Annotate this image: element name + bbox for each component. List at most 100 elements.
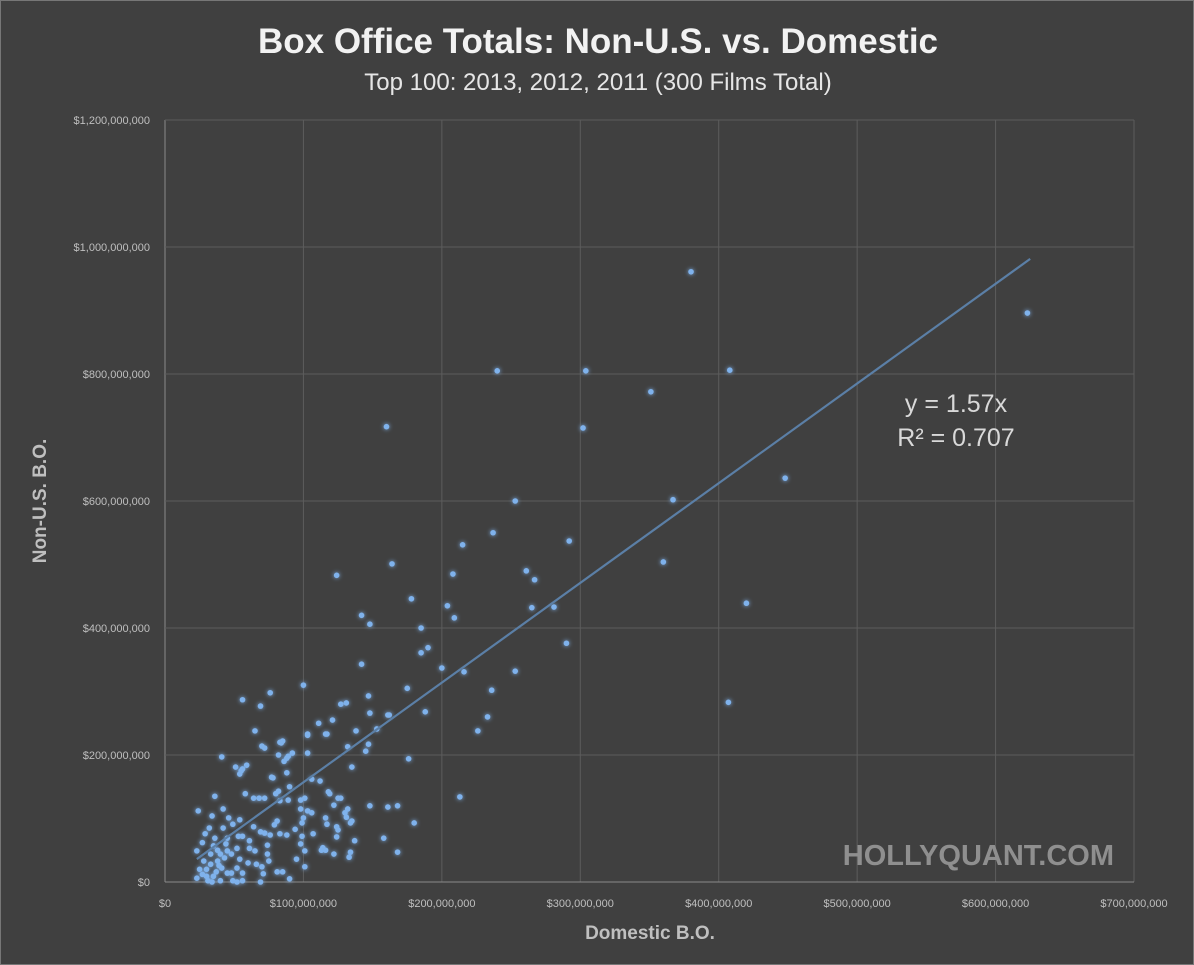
data-point [335,795,341,801]
data-point [200,858,207,864]
data-point [310,830,316,837]
data-point [239,877,246,884]
data-point [475,728,481,734]
data-point [207,851,214,857]
data-point [243,762,250,768]
x-axis-title: Domestic B.O. [585,923,715,944]
y-axis-title: Non-U.S. B.O. [30,439,51,564]
data-point [218,754,225,760]
y-tick-label: $0 [138,877,150,889]
data-point [293,856,300,862]
data-point [223,841,229,847]
data-point [324,821,330,828]
data-point [529,604,535,611]
trendline-r-squared: R² = 0.707 [897,424,1014,452]
data-point [277,830,283,837]
data-point [782,475,788,481]
data-point [279,869,286,875]
data-point [743,600,750,607]
data-point [234,845,240,852]
data-point [292,826,298,833]
trendline-equation: y = 1.57x [905,390,1008,418]
data-point [250,823,257,830]
data-point [275,752,282,758]
data-point [239,870,246,876]
data-point [367,710,373,716]
data-point [217,851,224,857]
data-point [214,858,221,864]
data-point [230,821,236,828]
data-point [512,668,519,674]
x-tick-label: $300,000,000 [547,898,614,910]
chart-title: Box Office Totals: Non-U.S. vs. Domestic [258,22,938,61]
y-axis-ticks: $0 $200,000,000 $400,000,000 $600,000,000 $8… [74,115,150,889]
data-point [232,764,239,770]
data-point [259,863,265,870]
data-point [418,649,424,656]
data-point [563,640,570,647]
x-tick-label: $400,000,000 [685,898,752,910]
data-point [304,732,311,739]
data-point [256,795,262,801]
data-point [275,788,282,794]
data-point [444,602,451,609]
data-point [343,700,350,706]
data-point [358,661,365,667]
data-point [216,862,222,869]
chart-subtitle: Top 100: 2013, 2012, 2011 (300 Films Tot… [364,69,831,96]
data-point [344,806,351,812]
y-tick-label: $1,200,000,000 [74,115,150,127]
data-point [580,425,586,431]
data-point [322,731,329,737]
data-point [380,835,387,841]
data-point [404,685,411,692]
data-point [362,748,369,754]
y-tick-label: $800,000,000 [83,369,150,381]
data-point [422,709,429,715]
data-point [202,830,208,837]
data-point [347,849,354,855]
data-point [257,703,264,709]
data-point [194,848,200,854]
data-point [329,717,336,723]
data-point [451,615,458,621]
data-point [302,863,308,870]
data-point [271,822,278,828]
data-point [264,851,271,857]
gridlines [164,119,1135,883]
data-point [367,621,373,627]
x-tick-label: $200,000,000 [408,898,475,910]
data-point [358,612,365,619]
data-point [308,809,315,816]
data-point [583,368,589,374]
data-point [221,855,228,861]
data-point [209,813,215,819]
data-point [277,739,283,746]
data-point [209,879,215,885]
data-point [333,572,340,579]
data-point [322,815,329,821]
x-tick-label: $500,000,000 [823,898,890,910]
data-point [297,806,304,812]
data-point [385,804,391,810]
data-point [304,750,311,756]
data-point [242,790,249,797]
data-point [252,728,258,734]
data-point [343,814,350,821]
data-point [250,795,257,801]
y-tick-label: $200,000,000 [83,750,150,762]
data-point [551,604,557,610]
x-tick-label: $700,000,000 [1100,898,1167,910]
data-point [531,576,538,583]
data-point [224,848,231,854]
data-point [234,879,240,885]
data-point [252,848,258,854]
data-point [284,832,290,838]
data-point [335,827,341,833]
data-point [253,861,260,868]
data-point [439,665,445,671]
data-point [284,769,290,776]
data-point [461,669,467,675]
data-point [285,797,292,803]
x-axis-ticks: $0 $100,000,000 $200,000,000 $300,000,000 $4… [159,898,1168,910]
